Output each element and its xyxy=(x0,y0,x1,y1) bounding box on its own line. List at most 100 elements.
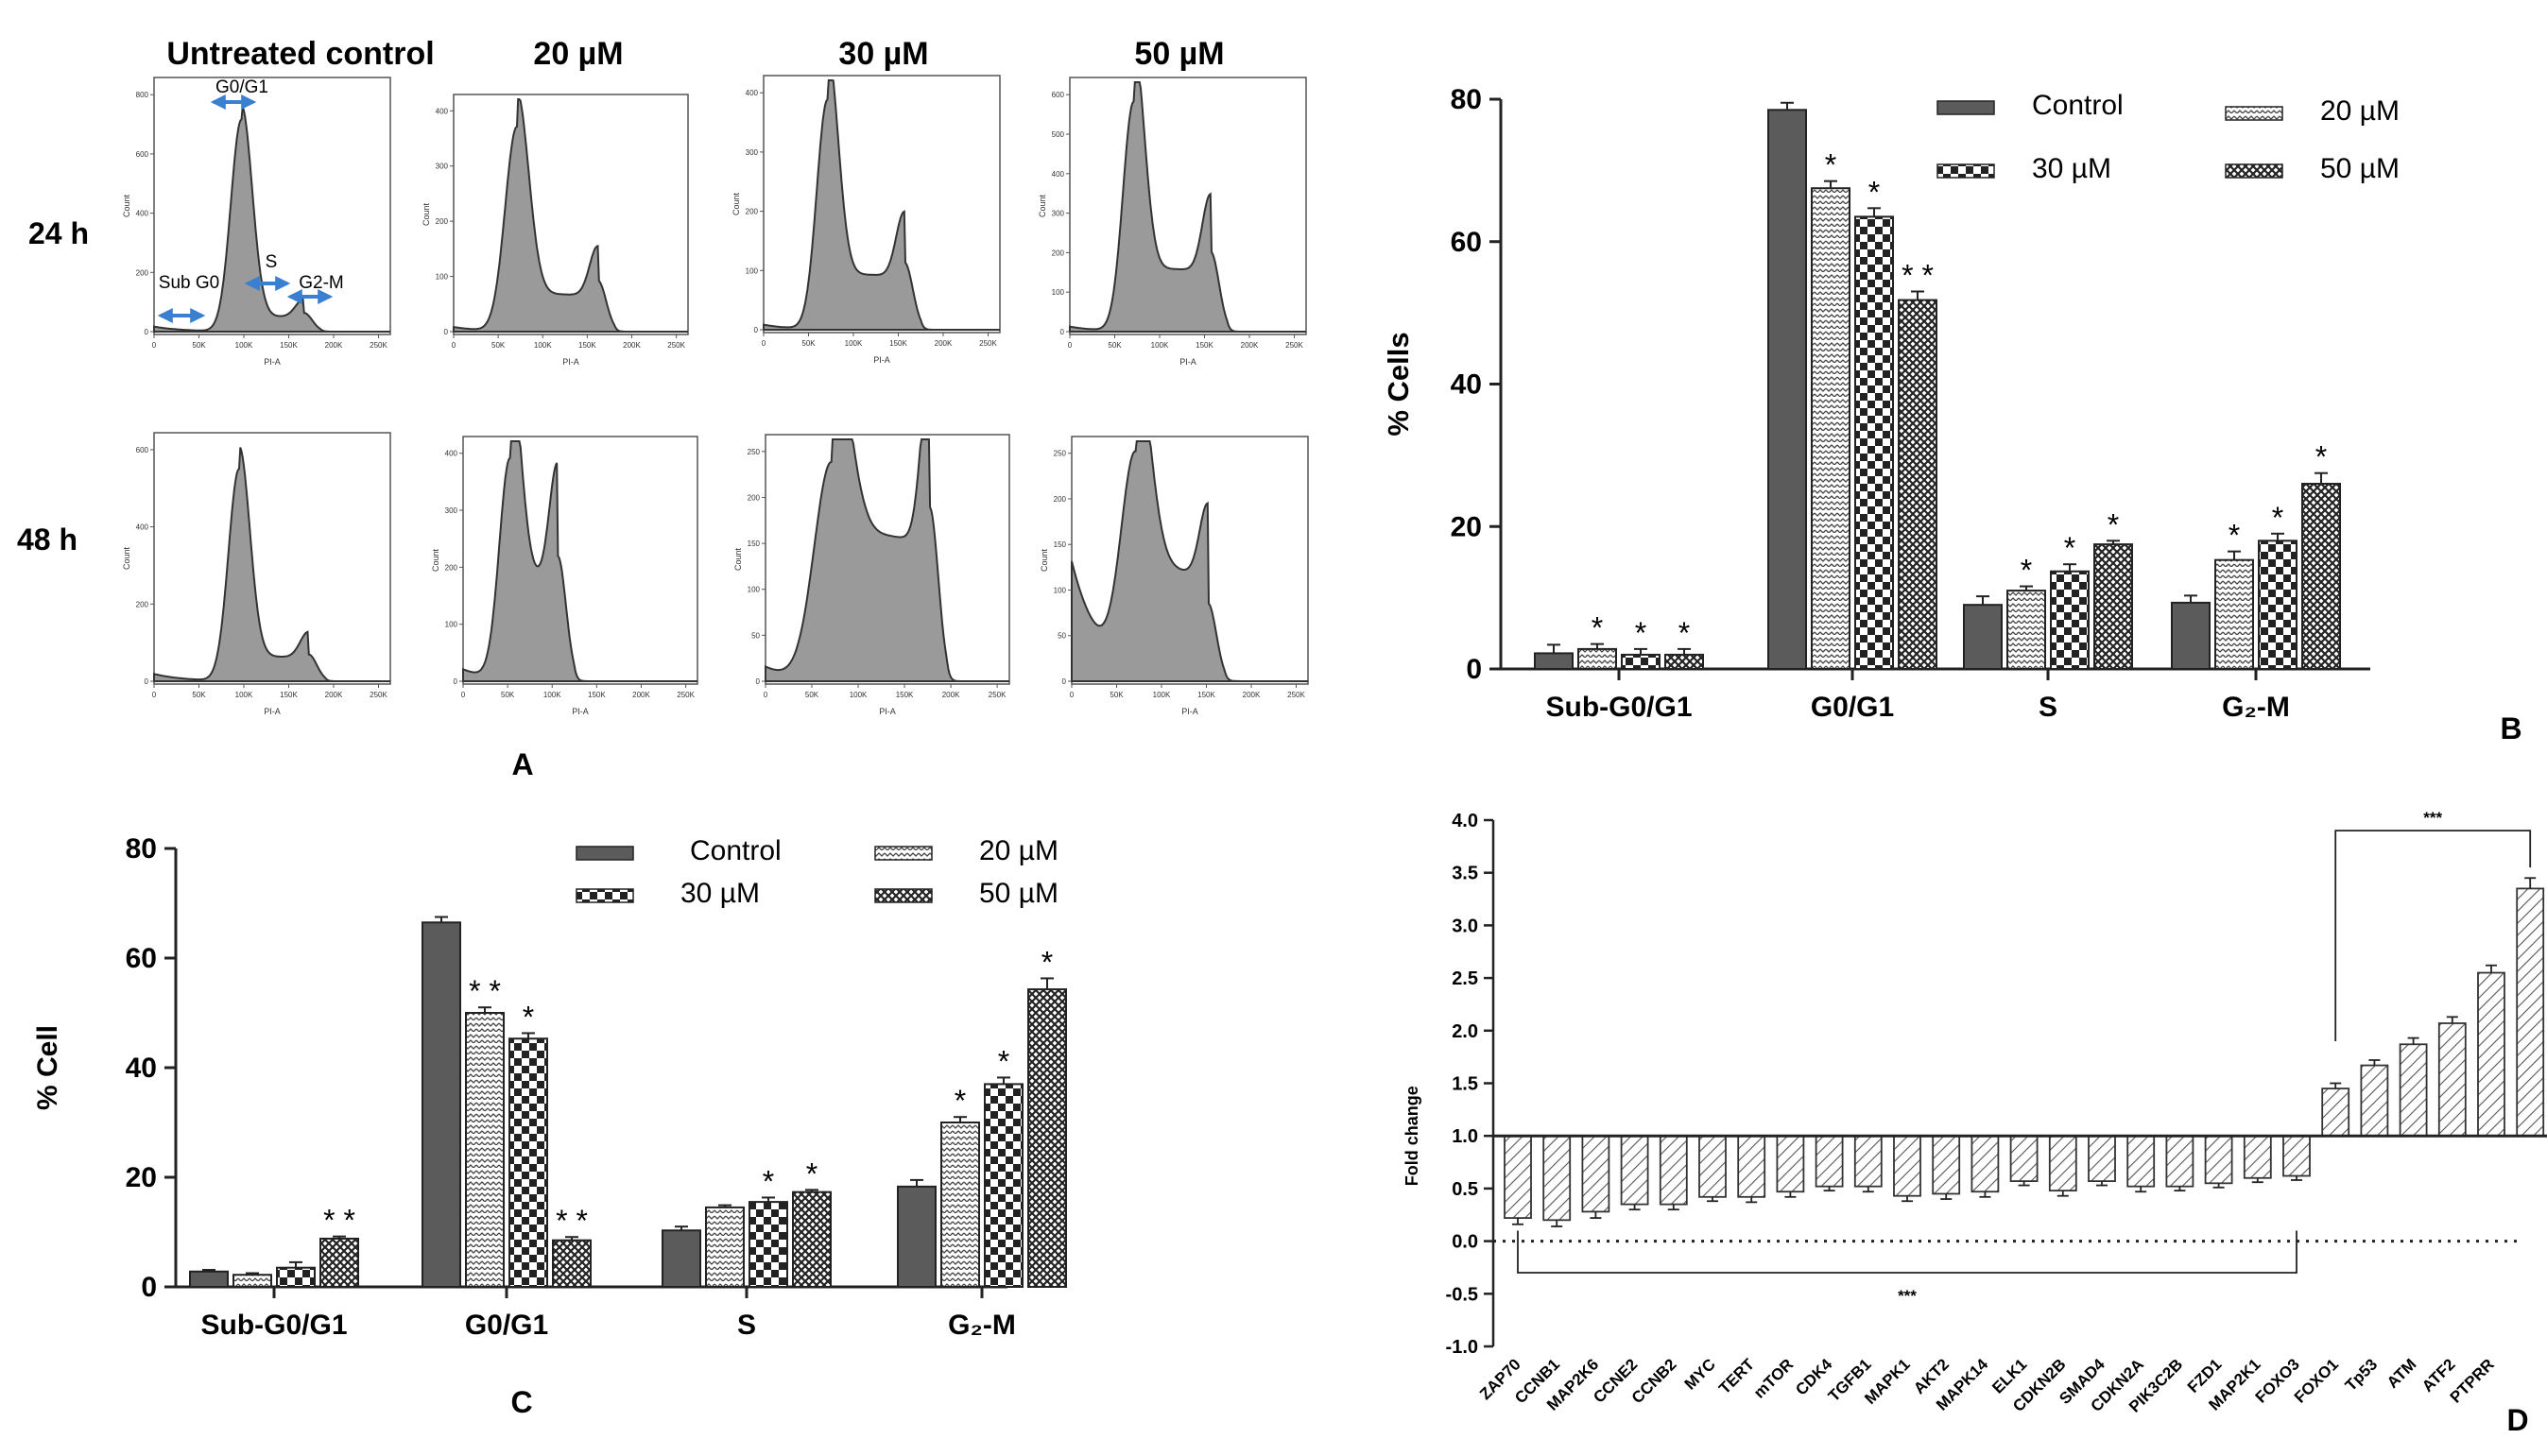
histogram-xtick-label: 100K xyxy=(235,691,253,699)
bar-50m xyxy=(552,1239,592,1288)
histogram-xtick-label: 150K xyxy=(280,691,298,699)
histogram-ytick-label: 200 xyxy=(1054,495,1067,504)
bracket-downregulated xyxy=(1517,1230,2297,1274)
y-tick-label: 40 xyxy=(126,1053,157,1084)
histogram-ytick-label: 600 xyxy=(136,150,149,159)
bar-20m xyxy=(2006,590,2046,671)
histogram-ytick-label: 300 xyxy=(436,163,449,171)
histogram-xlabel: PI-A xyxy=(1181,707,1198,716)
bar-fold-change xyxy=(1853,1135,1883,1188)
histogram-xtick-label: 0 xyxy=(1068,341,1073,350)
legend-label: 30 µM xyxy=(2032,153,2111,184)
legend-swatch xyxy=(2225,106,2283,121)
bar-30m xyxy=(276,1266,316,1288)
flow-histogram-2: 0 100 200 300 400 0 50K 100K 150K 200K 250K PI-A Cou… xyxy=(422,94,689,367)
bar-chart-d: -1.0 -0.5 0.0 0.5 1.0 1.5 2.0 2.5 3.0 3.5 4.0 Fold … xyxy=(1403,809,2547,1416)
histogram-ytick-label: 0 xyxy=(754,326,759,334)
histogram-xtick-label: 150K xyxy=(896,691,914,699)
histogram-xtick-label: 50K xyxy=(1108,341,1122,350)
histogram-ylabel: Count xyxy=(422,203,431,227)
col-title-30uM: 30 µM xyxy=(838,36,928,72)
histogram-ytick-label: 600 xyxy=(136,446,149,454)
histogram-xlabel: PI-A xyxy=(1179,357,1196,367)
histogram-ytick-label: 0 xyxy=(1062,677,1067,686)
histogram-ytick-label: 200 xyxy=(748,493,761,502)
flow-histogram-7: 0 50 100 150 200 250 0 50K 100K 150K 200K 250K PI-A C… xyxy=(733,434,1010,716)
histogram-ytick-label: 100 xyxy=(748,586,761,594)
histogram-ylabel: Count xyxy=(1040,549,1049,573)
flow-histogram-6: 0 100 200 300 400 0 50K 100K 150K 200K 250K PI-A Cou… xyxy=(431,436,698,716)
histogram-ytick-label: 400 xyxy=(1052,170,1065,179)
legend-swatch xyxy=(1936,100,1995,115)
category-label: G0/G1 xyxy=(1811,692,1894,723)
histogram-xtick-label: 200K xyxy=(1241,341,1259,350)
histogram-xtick-label: 150K xyxy=(1197,691,1215,699)
histogram-xtick-label: 200K xyxy=(325,691,343,699)
category-label: Sub-G0/G1 xyxy=(200,1310,347,1341)
bar-fold-change xyxy=(2399,1043,2428,1138)
legend-label: Control xyxy=(2032,90,2124,121)
significance-mark: * xyxy=(2021,554,2032,588)
bar-fold-change xyxy=(1776,1135,1805,1193)
histogram-xtick-label: 0 xyxy=(461,691,466,699)
bar-fold-change xyxy=(1698,1135,1727,1198)
bar-30m xyxy=(1621,653,1661,670)
significance-mark: * xyxy=(806,1156,817,1190)
significance-mark: * xyxy=(1592,611,1603,645)
bar-control xyxy=(897,1185,937,1288)
significance-mark: * xyxy=(998,1044,1009,1078)
histogram-xtick-label: 50K xyxy=(1110,691,1124,699)
histogram-xtick-label: 250K xyxy=(677,691,695,699)
histogram-curve xyxy=(462,440,697,682)
legend-label: 20 µM xyxy=(979,835,1058,866)
histogram-xtick-label: 0 xyxy=(764,691,768,699)
bar-fold-change xyxy=(1893,1135,1921,1197)
bar-fold-change xyxy=(1932,1135,1961,1195)
histogram-xtick-label: 200K xyxy=(942,691,960,699)
histogram-ytick-label: 200 xyxy=(746,208,759,216)
flow-histogram-5: 0 200 400 600 0 50K 100K 150K 200K 250K PI-A Count xyxy=(122,432,391,716)
bar-30m xyxy=(1854,215,1894,670)
y-tick-label: 0.0 xyxy=(1452,1232,1478,1253)
bar-fold-change xyxy=(2516,887,2545,1138)
histogram-xtick-label: 250K xyxy=(1287,691,1305,699)
y-tick-label: 2.0 xyxy=(1452,1021,1478,1042)
histogram-ytick-label: 100 xyxy=(1052,288,1065,297)
y-tick-label: 0 xyxy=(141,1272,157,1303)
legend-swatch xyxy=(576,846,634,861)
significance-mark: * xyxy=(955,1084,966,1118)
histogram-ylabel: Count xyxy=(733,548,743,572)
phase-annotations: G0/G1 Sub G0 S G2-M xyxy=(157,77,344,323)
row-label-24h: 24 h xyxy=(28,216,89,250)
histogram-xlabel: PI-A xyxy=(562,357,579,367)
bar-chart-b: 0 20 40 60 80 % Cells Sub-G0/G1 * * * G0/G1 * * * * S *… xyxy=(1382,84,2400,723)
significance-mark: * xyxy=(523,1000,534,1034)
y-tick-label: 3.5 xyxy=(1452,864,1478,884)
histogram-xtick-label: 100K xyxy=(1151,341,1169,350)
row-label-48h: 48 h xyxy=(17,522,77,557)
histogram-ytick-label: 300 xyxy=(746,148,759,157)
histogram-xtick-label: 150K xyxy=(1196,341,1213,350)
histogram-xlabel: PI-A xyxy=(264,707,281,716)
bar-fold-change xyxy=(1970,1135,2000,1193)
y-axis-label: % Cell xyxy=(32,1025,63,1110)
y-tick-label: 80 xyxy=(1451,84,1482,115)
histogram-xtick-label: 0 xyxy=(1070,691,1075,699)
bar-fold-change xyxy=(2321,1088,2350,1138)
histogram-xtick-label: 250K xyxy=(979,339,997,348)
histogram-xtick-label: 150K xyxy=(578,341,596,350)
bar-20m xyxy=(705,1206,745,1289)
bar-fold-change xyxy=(2009,1135,2039,1183)
bar-control xyxy=(422,921,461,1288)
histogram-ylabel: Count xyxy=(122,195,131,218)
histogram-curve xyxy=(453,98,688,333)
histogram-ytick-label: 0 xyxy=(454,677,458,686)
histogram-ytick-label: 400 xyxy=(746,89,759,97)
bar-chart-c: 0 20 40 60 80 % Cell Sub-G0/G1 * * G0/G1 * * * * * S… xyxy=(32,833,1067,1341)
col-title-20uM: 20 µM xyxy=(533,36,623,72)
significance-mark: * * xyxy=(323,1204,355,1238)
category-label: PTPRR xyxy=(2447,1355,2498,1406)
histogram-xtick-label: 50K xyxy=(491,341,506,350)
bar-50m xyxy=(1664,653,1704,670)
